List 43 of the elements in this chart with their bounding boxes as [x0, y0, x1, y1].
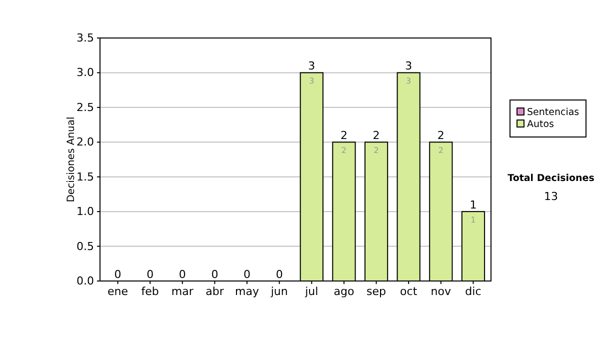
data-label: 3 [406, 76, 412, 86]
x-tick-label: ago [334, 284, 354, 298]
x-tick-label: may [235, 284, 260, 298]
x-tick-label: jul [304, 284, 318, 298]
total-label: 0 [146, 268, 154, 281]
total-label: 0 [276, 268, 283, 281]
y-tick-label: 0.0 [76, 274, 94, 288]
total-label: 0 [244, 268, 251, 281]
data-label: 2 [374, 146, 379, 156]
legend-label: Autos [527, 119, 554, 130]
x-tick-label: dic [465, 284, 482, 298]
text: Total Decisiones [508, 173, 595, 184]
y-tick-label: 3.0 [76, 66, 94, 80]
total-label: 0 [178, 268, 186, 281]
total-label: 0 [211, 268, 218, 281]
y-tick-label: 3.5 [76, 32, 94, 45]
x-tick-label: feb [141, 284, 159, 298]
total-label: 0 [114, 268, 122, 281]
y-axis-title: Decisiones Anual [66, 116, 77, 202]
x-tick-label: sep [366, 284, 386, 298]
total-label: 1 [470, 198, 477, 212]
y-tick-label: 2.0 [76, 136, 94, 149]
text: 13 [544, 190, 558, 203]
y-tick-label: 0.5 [76, 240, 94, 253]
x-tick-label: oct [400, 284, 418, 298]
legend-label: Sentencias [527, 107, 580, 118]
total-label: 3 [308, 60, 316, 73]
x-tick-label: ene [108, 284, 128, 298]
total-label: 2 [340, 129, 348, 142]
total-label: 2 [437, 129, 444, 142]
total-label: 2 [372, 129, 380, 142]
x-tick-label: abr [206, 284, 224, 298]
y-tick-label: 2.5 [76, 100, 94, 114]
x-tick-label: mar [171, 284, 194, 298]
data-label: 1 [470, 216, 476, 225]
data-label: 2 [438, 146, 444, 156]
x-tick-label: nov [430, 284, 452, 298]
x-tick-label: jun [270, 284, 288, 298]
data-label: 2 [341, 146, 347, 156]
y-tick-label: 1.0 [76, 205, 94, 218]
total-label: 3 [405, 60, 412, 73]
y-tick-label: 1.5 [76, 170, 94, 184]
data-label: 3 [309, 76, 314, 86]
